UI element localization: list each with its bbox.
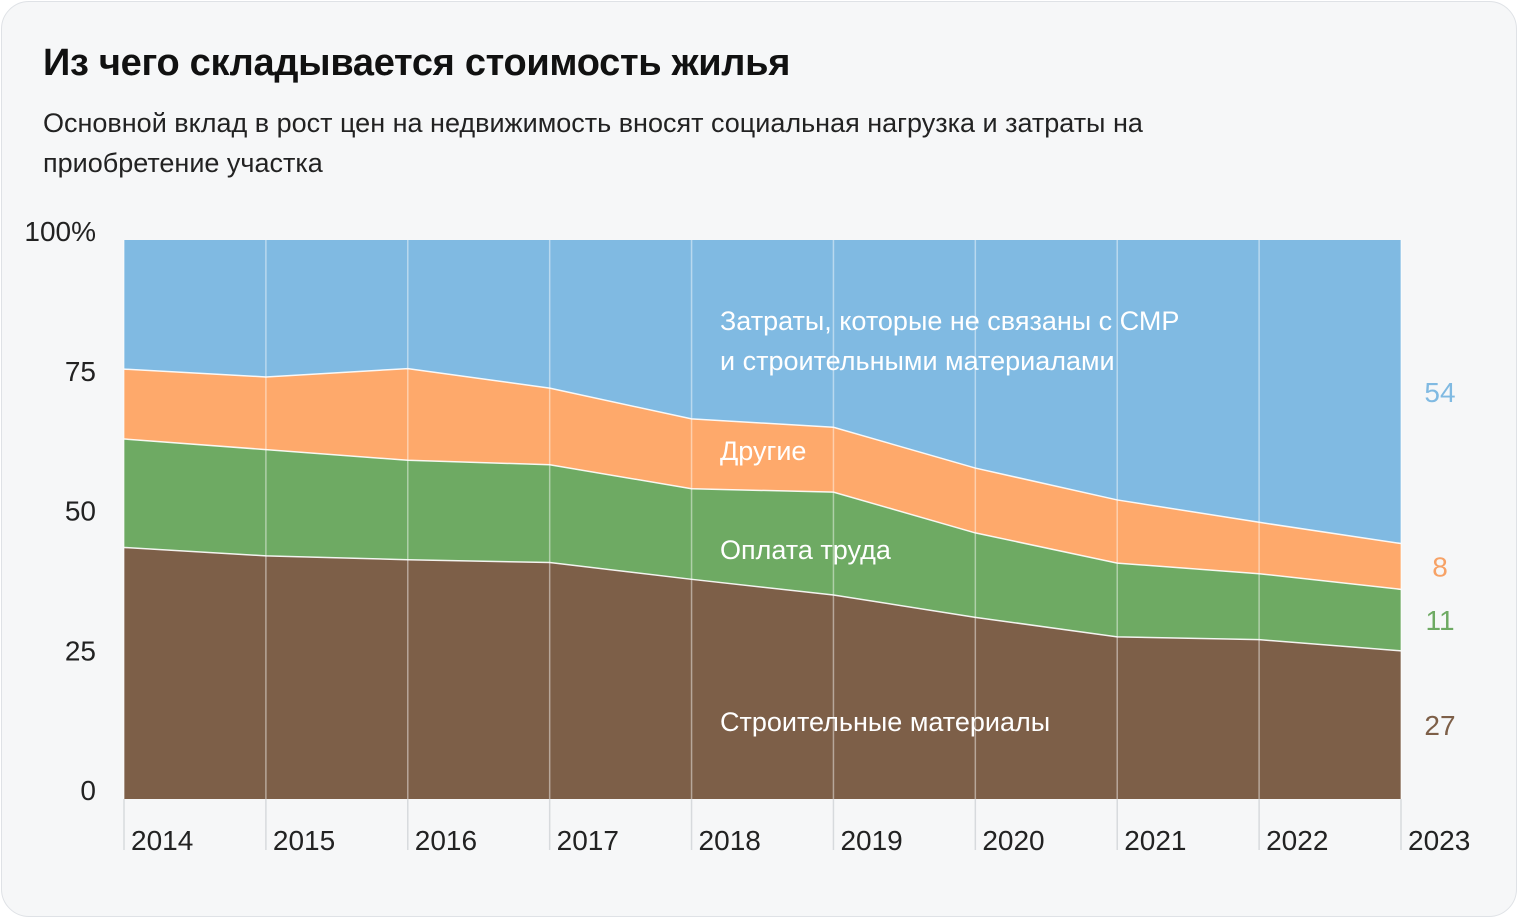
- y-axis-ticks: 0 25 50 75 100%: [24, 216, 96, 806]
- label-other-costs-line1: Затраты, которые не связаны с СМР: [720, 306, 1179, 336]
- label-other-costs-line2: и строительными материалами: [720, 346, 1115, 376]
- y-tick-75: 75: [65, 356, 96, 387]
- boundary-line-materials: [123, 546, 1402, 652]
- label-materials: Строительные материалы: [720, 707, 1050, 737]
- end-value-labels: 27 11 8 54: [1424, 377, 1455, 741]
- chart-subtitle: Основной вклад в рост цен на недвижимост…: [43, 108, 1143, 178]
- y-tick-100: 100%: [24, 216, 96, 247]
- x-tick-2021: 2021: [1124, 825, 1186, 856]
- label-labor: Оплата труда: [720, 535, 892, 565]
- x-tick-2017: 2017: [557, 825, 619, 856]
- area-materials: [124, 547, 1401, 799]
- chart-title: Из чего складывается стоимость жилья: [43, 42, 791, 84]
- x-tick-2019: 2019: [840, 825, 902, 856]
- area-layers: [123, 240, 1402, 799]
- end-label-other-costs: 54: [1424, 377, 1455, 408]
- x-tick-2020: 2020: [982, 825, 1044, 856]
- boundary-line-labor: [123, 438, 1402, 591]
- y-tick-0: 0: [80, 775, 96, 806]
- area-other: [124, 368, 1401, 590]
- x-tick-2016: 2016: [415, 825, 477, 856]
- end-label-materials: 27: [1424, 710, 1455, 741]
- x-tick-2018: 2018: [699, 825, 761, 856]
- x-tick-2023: 2023: [1408, 825, 1470, 856]
- x-tick-2015: 2015: [273, 825, 335, 856]
- x-tick-2014: 2014: [131, 825, 193, 856]
- area-other-costs: [124, 240, 1401, 544]
- y-tick-25: 25: [65, 635, 96, 666]
- boundary-line-other: [123, 367, 1402, 545]
- end-label-other: 8: [1432, 551, 1448, 582]
- x-axis-ticks: 2014 2015 2016 2017 2018 2019 2020 2021 2022 2023: [131, 825, 1470, 856]
- x-tick-2022: 2022: [1266, 825, 1328, 856]
- y-tick-50: 50: [65, 496, 96, 527]
- area-labor: [124, 439, 1401, 651]
- end-label-labor: 11: [1425, 605, 1454, 636]
- label-other: Другие: [720, 436, 806, 466]
- year-gridlines: [123, 240, 1402, 850]
